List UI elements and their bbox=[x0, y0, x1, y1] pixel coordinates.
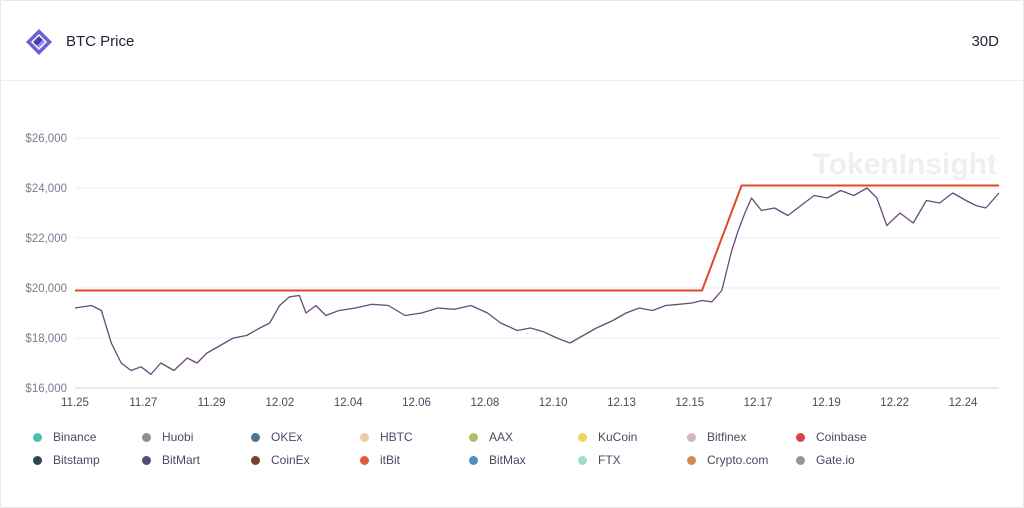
legend-label: Gate.io bbox=[816, 453, 855, 467]
legend-item[interactable]: Gate.io bbox=[796, 453, 855, 467]
legend-label: Bitfinex bbox=[707, 430, 747, 444]
x-tick-label: 12.08 bbox=[470, 397, 499, 409]
legend-item[interactable]: CoinEx bbox=[251, 453, 310, 467]
series-line-coinbase bbox=[74, 187, 1000, 375]
legend-color-dot-icon bbox=[687, 455, 696, 465]
x-tick-label: 12.10 bbox=[539, 397, 568, 409]
legend-color-dot-icon bbox=[142, 455, 151, 465]
x-tick-label: 12.15 bbox=[675, 397, 704, 409]
legend-item[interactable]: HBTC bbox=[360, 430, 413, 444]
x-tick-label: 12.02 bbox=[266, 397, 295, 409]
legend-label: HBTC bbox=[380, 430, 413, 444]
x-tick-label: 12.06 bbox=[402, 397, 431, 409]
legend-color-dot-icon bbox=[469, 455, 478, 465]
x-tick-label: 12.17 bbox=[744, 397, 773, 409]
legend-color-dot-icon bbox=[142, 432, 151, 442]
legend-label: Bitstamp bbox=[53, 453, 100, 467]
legend-item[interactable]: KuCoin bbox=[578, 430, 637, 444]
legend-color-dot-icon bbox=[251, 455, 260, 465]
y-tick-label: $26,000 bbox=[25, 133, 67, 145]
y-tick-label: $18,000 bbox=[25, 333, 67, 345]
legend-color-dot-icon bbox=[578, 432, 587, 442]
legend-label: OKEx bbox=[271, 430, 303, 444]
legend-label: Crypto.com bbox=[707, 453, 769, 467]
legend-color-dot-icon bbox=[360, 432, 369, 442]
legend-label: BitMax bbox=[489, 453, 526, 467]
legend-item[interactable]: Bitfinex bbox=[687, 430, 746, 444]
legend-color-dot-icon bbox=[578, 455, 587, 465]
x-tick-label: 12.24 bbox=[949, 397, 978, 409]
legend-color-dot-icon bbox=[33, 432, 42, 442]
price-chart: TokenInsight $16,000 $18,000 $20,000 $22,000… bbox=[25, 133, 1000, 409]
legend-item[interactable]: Coinbase bbox=[796, 430, 867, 444]
y-tick-label: $20,000 bbox=[25, 283, 67, 295]
legend-item[interactable]: Huobi bbox=[142, 430, 193, 444]
legend-color-dot-icon bbox=[360, 455, 369, 465]
card-header: BTC Price 30D bbox=[1, 1, 1023, 81]
legend-label: BitMart bbox=[162, 453, 201, 467]
x-tick-label: 12.13 bbox=[607, 397, 636, 409]
y-tick-label: $16,000 bbox=[25, 383, 67, 395]
legend-label: CoinEx bbox=[271, 453, 310, 467]
x-tick-label: 11.27 bbox=[129, 397, 157, 409]
legend-item[interactable]: OKEx bbox=[251, 430, 302, 444]
tokeninsight-logo-icon bbox=[26, 29, 52, 55]
legend-label: Coinbase bbox=[816, 430, 867, 444]
legend-item[interactable]: BitMart bbox=[142, 453, 200, 467]
watermark-text: TokenInsight bbox=[813, 148, 997, 181]
legend-label: AAX bbox=[489, 430, 514, 444]
legend-item[interactable]: FTX bbox=[578, 453, 621, 467]
x-tick-label: 12.04 bbox=[334, 397, 363, 409]
legend-label: Huobi bbox=[162, 430, 194, 444]
legend-item[interactable]: Binance bbox=[33, 430, 96, 444]
legend-label: Binance bbox=[53, 430, 97, 444]
legend-color-dot-icon bbox=[33, 455, 42, 465]
legend-item[interactable]: itBit bbox=[360, 453, 400, 467]
legend-item[interactable]: Crypto.com bbox=[687, 453, 768, 467]
legend-label: KuCoin bbox=[598, 430, 638, 444]
legend-item[interactable]: BitMax bbox=[469, 453, 526, 467]
series-line-itbit bbox=[75, 184, 999, 292]
legend-color-dot-icon bbox=[251, 432, 260, 442]
legend-label: itBit bbox=[380, 453, 401, 467]
x-tick-label: 11.29 bbox=[198, 397, 226, 409]
legend-label: FTX bbox=[598, 453, 621, 467]
time-range-button[interactable]: 30D bbox=[971, 33, 999, 50]
legend-color-dot-icon bbox=[687, 432, 696, 442]
legend-color-dot-icon bbox=[796, 455, 805, 465]
y-tick-label: $22,000 bbox=[25, 233, 67, 245]
x-tick-label: 12.22 bbox=[880, 397, 909, 409]
x-tick-label: 11.25 bbox=[61, 397, 89, 409]
legend-item[interactable]: AAX bbox=[469, 430, 513, 444]
legend-color-dot-icon bbox=[796, 432, 805, 442]
legend-item[interactable]: Bitstamp bbox=[33, 453, 100, 467]
page-title: BTC Price bbox=[66, 33, 135, 50]
legend-color-dot-icon bbox=[469, 432, 478, 442]
y-tick-label: $24,000 bbox=[25, 183, 67, 195]
x-tick-label: 12.19 bbox=[812, 397, 841, 409]
